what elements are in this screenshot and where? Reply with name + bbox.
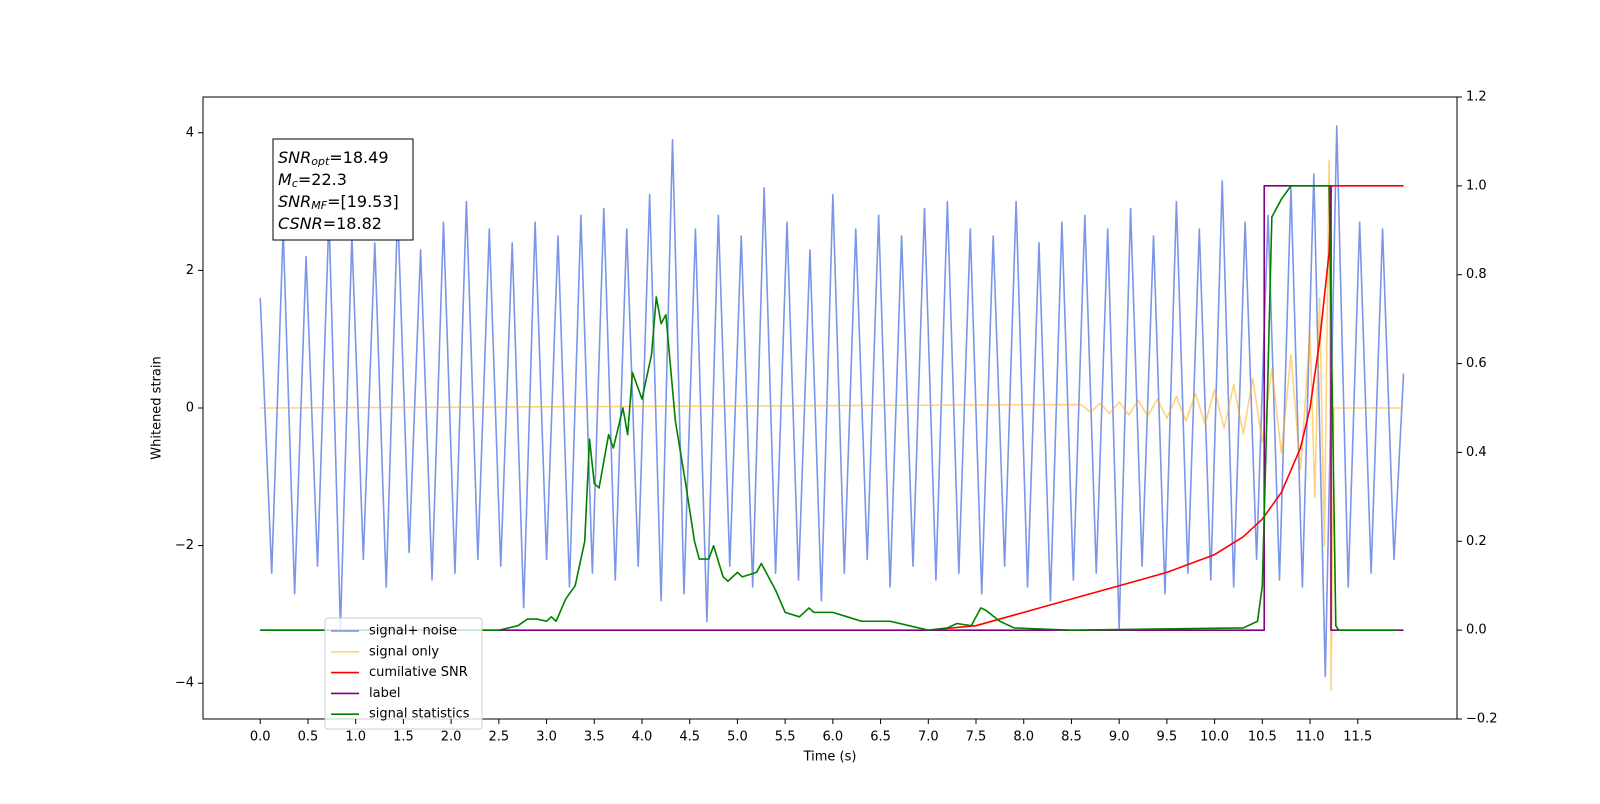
legend-frame <box>324 617 483 730</box>
legend-label: label <box>369 686 400 701</box>
series-line <box>260 159 1404 691</box>
annotation-symbol: M <box>278 170 292 189</box>
annotation-line: Mc=22.3 <box>278 170 347 191</box>
legend: signal+ noise signal only cumilative SNR la… <box>324 617 483 730</box>
plot-area <box>259 125 1405 691</box>
series-line <box>259 125 1405 678</box>
legend-label: signal only <box>369 644 439 659</box>
y2-tick-label: 0.6 <box>1466 356 1487 371</box>
x-tick-label: 11.0 <box>1296 730 1325 745</box>
y-tick-label: −4 <box>175 676 194 691</box>
annotation-subscript: c <box>292 177 298 190</box>
x-tick-label: 3.5 <box>584 730 605 745</box>
y2-tick-label: 1.2 <box>1466 90 1487 105</box>
x-tick-label: 1.5 <box>393 730 414 745</box>
x-tick-label: 5.5 <box>775 730 796 745</box>
series-line <box>260 185 1398 631</box>
x-tick-label: 2.0 <box>441 730 462 745</box>
annotation-subscript: opt <box>311 155 330 168</box>
x-tick-label: 6.5 <box>870 730 891 745</box>
x-tick-label: 0.0 <box>250 730 271 745</box>
legend-label: signal+ noise <box>369 624 457 639</box>
y2-tick-label: 1.0 <box>1466 178 1487 193</box>
y2-tick-label: −0.2 <box>1466 712 1498 727</box>
annotation-value: =18.82 <box>323 214 382 233</box>
annotation-line: CSNR=18.82 <box>278 214 382 233</box>
x-tick-label: 8.0 <box>1013 730 1034 745</box>
x-tick-label: 4.0 <box>632 730 653 745</box>
x-tick-label: 6.0 <box>823 730 844 745</box>
series-line <box>928 185 1404 631</box>
annotation-symbol: SNR <box>278 148 311 167</box>
annotation-frame <box>272 138 414 241</box>
y-axis-label: Whitened strain <box>150 356 165 459</box>
y2-tick-label: 0.2 <box>1466 534 1487 549</box>
x-tick-label: 1.0 <box>345 730 366 745</box>
x-tick-label: 7.0 <box>918 730 939 745</box>
annotation-line: SNRMF=[19.53] <box>278 192 399 213</box>
annotation-value: =22.3 <box>298 170 347 189</box>
y-tick-label: 4 <box>186 125 194 140</box>
x-tick-label: 9.5 <box>1157 730 1178 745</box>
annotation-value: =18.49 <box>329 148 388 167</box>
x-tick-label: 11.5 <box>1343 730 1372 745</box>
annotation-box: SNRopt=18.49Mc=22.3SNRMF=[19.53]CSNR=18.… <box>272 138 414 241</box>
y-tick-label: −2 <box>175 538 194 553</box>
y-tick-label: 0 <box>186 401 194 416</box>
legend-label: cumilative SNR <box>369 665 468 680</box>
x-tick-label: 4.5 <box>679 730 700 745</box>
annotation-symbol: SNR <box>278 192 311 211</box>
y-tick-label: 2 <box>186 263 194 278</box>
annotation-line: SNRopt=18.49 <box>278 148 389 169</box>
y2-tick-label: 0.8 <box>1466 267 1487 282</box>
annotation-value: =[19.53] <box>327 192 399 211</box>
annotation-subscript: MF <box>311 199 327 212</box>
x-tick-label: 3.0 <box>536 730 557 745</box>
x-tick-label: 5.0 <box>727 730 748 745</box>
y2-tick-label: 0.4 <box>1466 445 1487 460</box>
x-axis-label: Time (s) <box>803 750 857 765</box>
x-tick-label: 0.5 <box>298 730 319 745</box>
annotation-symbol: CSNR <box>278 214 323 233</box>
x-tick-label: 10.5 <box>1248 730 1277 745</box>
x-tick-label: 9.0 <box>1109 730 1130 745</box>
y2-tick-label: 0.0 <box>1466 623 1487 638</box>
legend-label: signal statistics <box>369 707 470 722</box>
x-tick-label: 7.5 <box>966 730 987 745</box>
x-tick-label: 8.5 <box>1061 730 1082 745</box>
x-tick-label: 10.0 <box>1200 730 1229 745</box>
x-tick-label: 2.5 <box>489 730 510 745</box>
